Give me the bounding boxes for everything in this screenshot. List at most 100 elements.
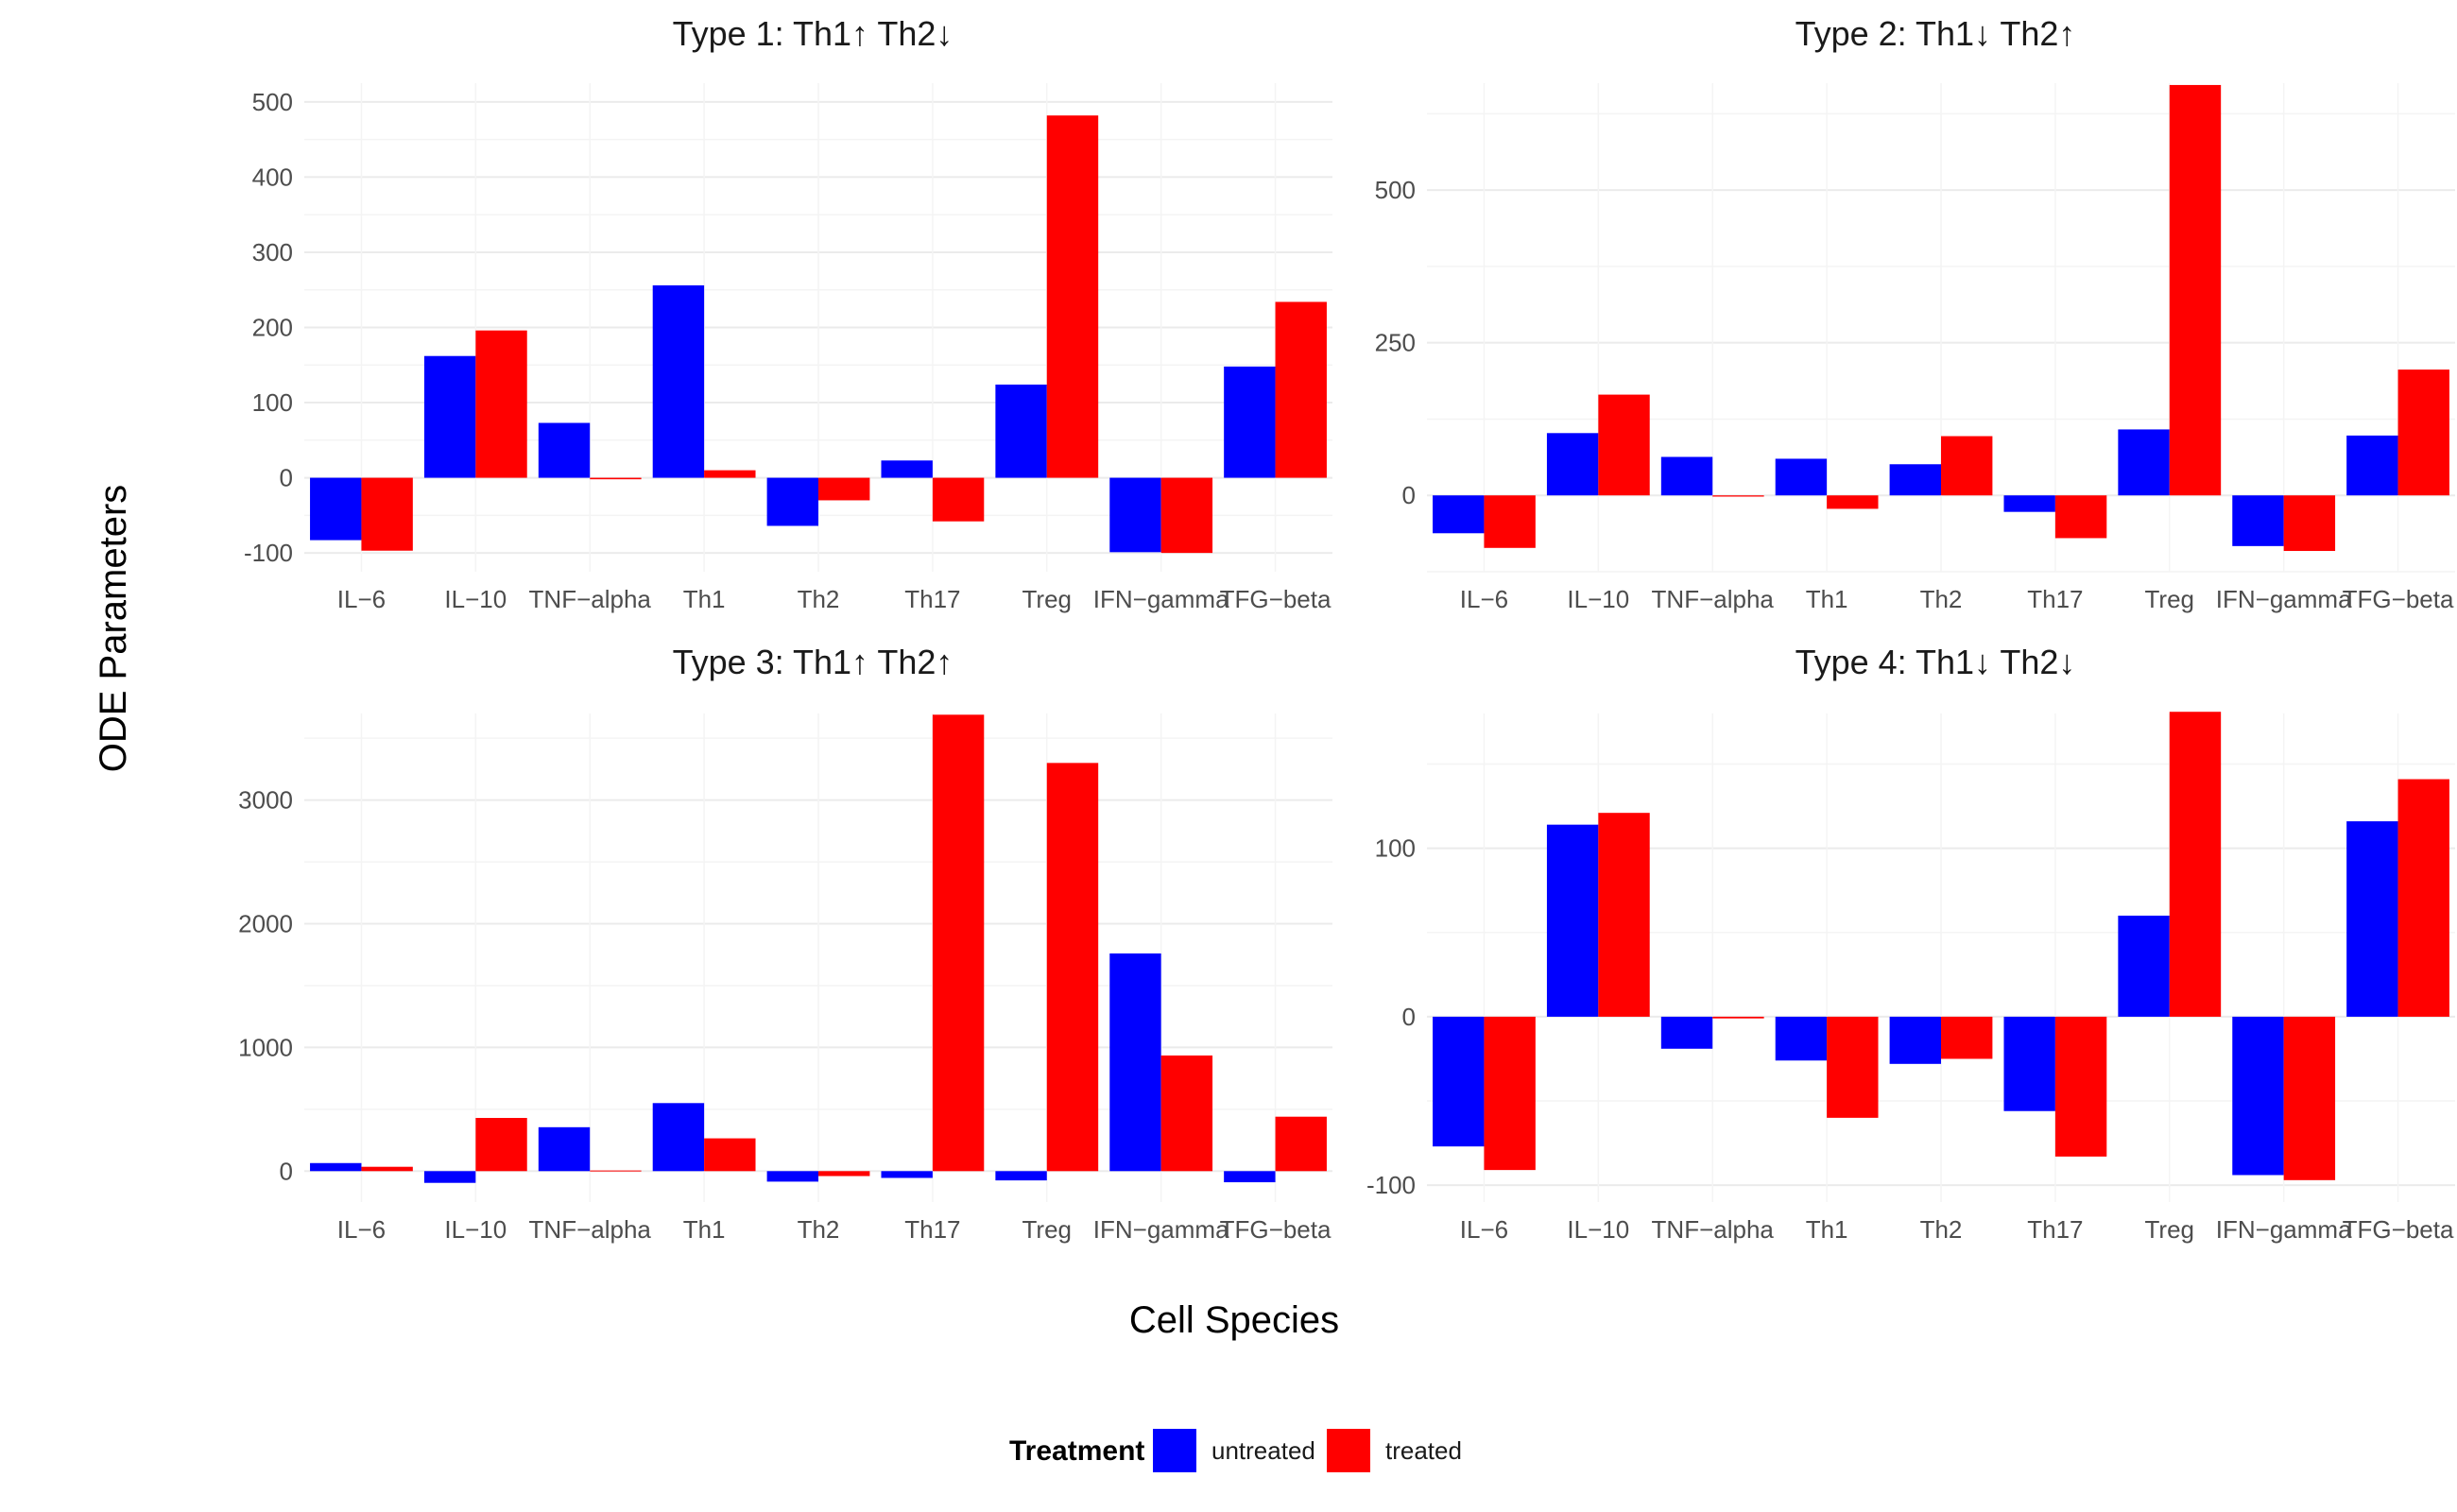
bar-treated-0 [361,477,413,551]
bar-untreated-8 [1224,366,1276,478]
bar-untreated-5 [881,460,933,478]
panel-1: Type 1: Th1↑ Th2↓ -100 0 100 200 300 400 500 IL−… [244,14,1332,613]
x-tick-label: TNF−alpha [529,1215,652,1244]
bar-untreated-7 [2232,1016,2284,1176]
x-tick-label: Th1 [1806,585,1848,613]
bar-treated-3 [704,1138,756,1172]
x-tick-label: IL−6 [337,1215,386,1244]
y-tick-label: 0 [1402,1003,1416,1031]
x-tick-label: Th2 [798,1215,840,1244]
x-tick-label: IL−6 [337,585,386,613]
x-axis-title: Cell Species [1129,1299,1339,1341]
bar-untreated-1 [1546,433,1599,496]
x-tick-label: IFN−gamma [2216,585,2352,613]
bar-untreated-7 [1109,477,1161,553]
panel-title: Type 2: Th1↓ Th2↑ [1796,14,2076,53]
x-tick-label: Th17 [904,585,960,613]
bar-treated-1 [475,330,527,478]
legend-title: Treatment [1009,1435,1144,1467]
y-tick-label: 2000 [238,910,293,938]
x-tick-label: IL−10 [444,585,507,613]
x-tick-label: Th2 [1920,585,1963,613]
bar-untreated-6 [995,1171,1047,1181]
y-tick-label: 3000 [238,786,293,815]
bar-untreated-3 [652,284,705,478]
y-tick-label: 0 [280,464,293,492]
bar-treated-1 [475,1117,527,1172]
bar-treated-2 [590,1170,642,1172]
bar-treated-8 [2397,369,2449,496]
x-tick-label: TNF−alpha [1652,585,1775,613]
bar-untreated-4 [766,1171,818,1182]
x-tick-label: Th1 [683,1215,726,1244]
bar-untreated-3 [652,1103,705,1172]
legend-label-treated: treated [1385,1436,1462,1465]
x-tick-label: IL−10 [444,1215,507,1244]
x-tick-label: IFN−gamma [1093,1215,1229,1244]
bar-treated-4 [1941,1016,1993,1059]
bar-treated-4 [818,477,870,501]
y-axis-title: ODE Parameters [93,485,134,773]
panel-title: Type 3: Th1↑ Th2↑ [673,643,954,681]
bar-untreated-3 [1775,1016,1828,1061]
bar-treated-3 [704,470,756,478]
bar-treated-3 [1827,1016,1879,1118]
x-tick-label: TNF−alpha [1652,1215,1775,1244]
bar-treated-7 [1160,1055,1213,1172]
bar-untreated-1 [1546,824,1599,1017]
x-tick-label: Treg [2145,585,2195,613]
bar-treated-3 [1827,495,1879,509]
y-tick-label: 500 [1375,176,1416,204]
bar-untreated-6 [995,384,1047,478]
x-tick-label: TFG−beta [1220,1215,1332,1244]
bar-treated-8 [1275,301,1327,478]
bar-untreated-0 [310,477,362,541]
x-tick-label: TFG−beta [1220,585,1332,613]
x-tick-label: Treg [1022,1215,1073,1244]
legend-label-untreated: untreated [1211,1436,1315,1465]
bar-untreated-4 [766,477,818,526]
bar-treated-6 [1046,115,1099,478]
bar-untreated-5 [2003,495,2055,512]
bar-treated-5 [932,714,985,1172]
bar-treated-7 [1160,477,1213,554]
y-tick-label: 500 [252,88,293,116]
x-tick-label: IFN−gamma [1093,585,1229,613]
bar-treated-4 [1941,436,1993,496]
x-tick-label: IL−10 [1567,585,1629,613]
bar-untreated-4 [1889,464,1941,496]
panel-title: Type 1: Th1↑ Th2↓ [673,14,954,53]
panel-4: Type 4: Th1↓ Th2↓ -100 0 100 IL−6 IL−10 TNF−al… [1366,643,2455,1244]
bar-treated-5 [2054,495,2107,539]
y-tick-label: 400 [252,163,293,191]
bar-untreated-8 [2346,435,2398,496]
bar-treated-7 [2283,1016,2336,1180]
bar-treated-8 [1275,1116,1327,1172]
panel-3: Type 3: Th1↑ Th2↑ 0 1000 2000 3000 IL−6 IL−10 T… [238,643,1332,1244]
x-tick-label: Th17 [904,1215,960,1244]
bar-untreated-6 [2118,429,2170,496]
bar-untreated-5 [881,1171,933,1178]
y-tick-label: 250 [1375,329,1416,357]
x-tick-label: Treg [1022,585,1073,613]
bar-treated-6 [2169,712,2222,1017]
x-tick-label: Th1 [683,585,726,613]
bar-treated-4 [818,1171,870,1177]
bar-untreated-0 [1433,495,1485,534]
bar-untreated-3 [1775,458,1828,496]
bar-untreated-1 [423,355,476,478]
y-tick-label: 1000 [238,1033,293,1061]
bar-untreated-6 [2118,915,2170,1017]
x-tick-label: IL−6 [1460,585,1508,613]
legend: Treatment untreated treated [1009,1429,1462,1472]
bar-treated-7 [2283,495,2336,552]
bar-untreated-5 [2003,1016,2055,1111]
bar-treated-2 [1712,495,1764,497]
bar-treated-5 [2054,1016,2107,1157]
x-tick-label: IL−10 [1567,1215,1629,1244]
bar-treated-5 [932,477,985,522]
bar-treated-6 [2169,84,2222,496]
bar-untreated-8 [1224,1171,1276,1183]
bar-treated-2 [590,477,642,480]
